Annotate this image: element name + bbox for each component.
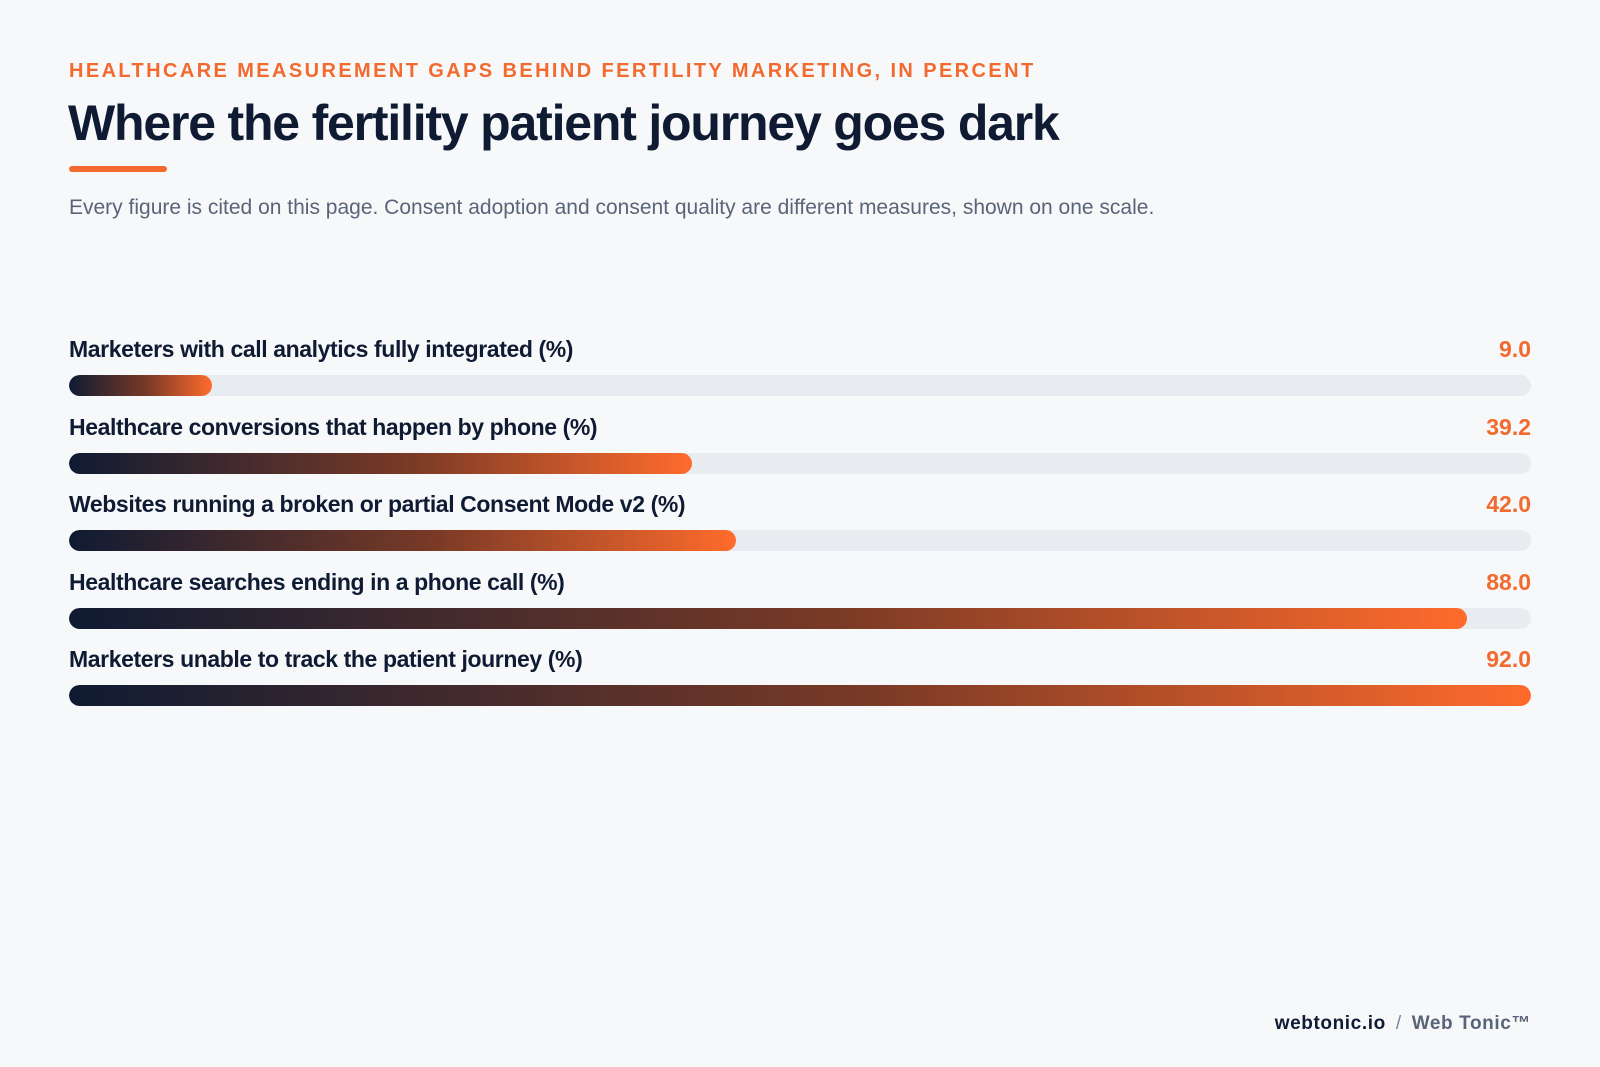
bar-track xyxy=(69,375,1531,396)
chart-title: Where the fertility patient journey goes… xyxy=(68,95,1060,151)
footer-separator: / xyxy=(1395,1013,1402,1034)
bar-value-label: 39.2 xyxy=(1486,413,1531,440)
bar xyxy=(69,607,1468,629)
bar-track xyxy=(69,452,1531,474)
bar-track xyxy=(69,530,1531,551)
bar-row: Marketers unable to track the patient jo… xyxy=(69,646,1531,724)
bar-label: Healthcare conversions that happen by ph… xyxy=(69,413,598,440)
bar xyxy=(69,685,1531,706)
title-underline xyxy=(69,166,167,172)
bar-value-label: 92.0 xyxy=(1486,646,1531,672)
chart-kicker: HEALTHCARE MEASUREMENT GAPS BEHIND FERTI… xyxy=(69,60,1036,82)
bar xyxy=(69,375,213,396)
bar-value-label: 42.0 xyxy=(1486,491,1531,517)
footer-site: webtonic.io xyxy=(1274,1013,1386,1034)
bar-row: Healthcare conversions that happen by ph… xyxy=(69,414,1531,492)
bar xyxy=(69,452,692,474)
bar-value-label: 9.0 xyxy=(1499,336,1531,362)
chart-subtitle: Every figure is cited on this page. Cons… xyxy=(69,196,1155,219)
footer: webtonic.io / Web Tonic™ xyxy=(1275,1013,1531,1035)
bar xyxy=(69,530,737,551)
bar-label: Healthcare searches ending in a phone ca… xyxy=(69,568,565,595)
bar-label: Websites running a broken or partial Con… xyxy=(69,491,686,517)
bar-track xyxy=(69,685,1531,706)
footer-brand: Web Tonic™ xyxy=(1411,1013,1531,1034)
bar-label: Marketers with call analytics fully inte… xyxy=(69,336,574,362)
bar-row: Websites running a broken or partial Con… xyxy=(69,491,1531,569)
bar-track xyxy=(69,607,1531,629)
bar-value-label: 88.0 xyxy=(1486,568,1531,595)
bar-label: Marketers unable to track the patient jo… xyxy=(69,646,583,672)
bar-chart: Marketers with call analytics fully inte… xyxy=(69,336,1531,724)
bar-row: Healthcare searches ending in a phone ca… xyxy=(69,569,1531,647)
bar-row: Marketers with call analytics fully inte… xyxy=(69,336,1531,414)
